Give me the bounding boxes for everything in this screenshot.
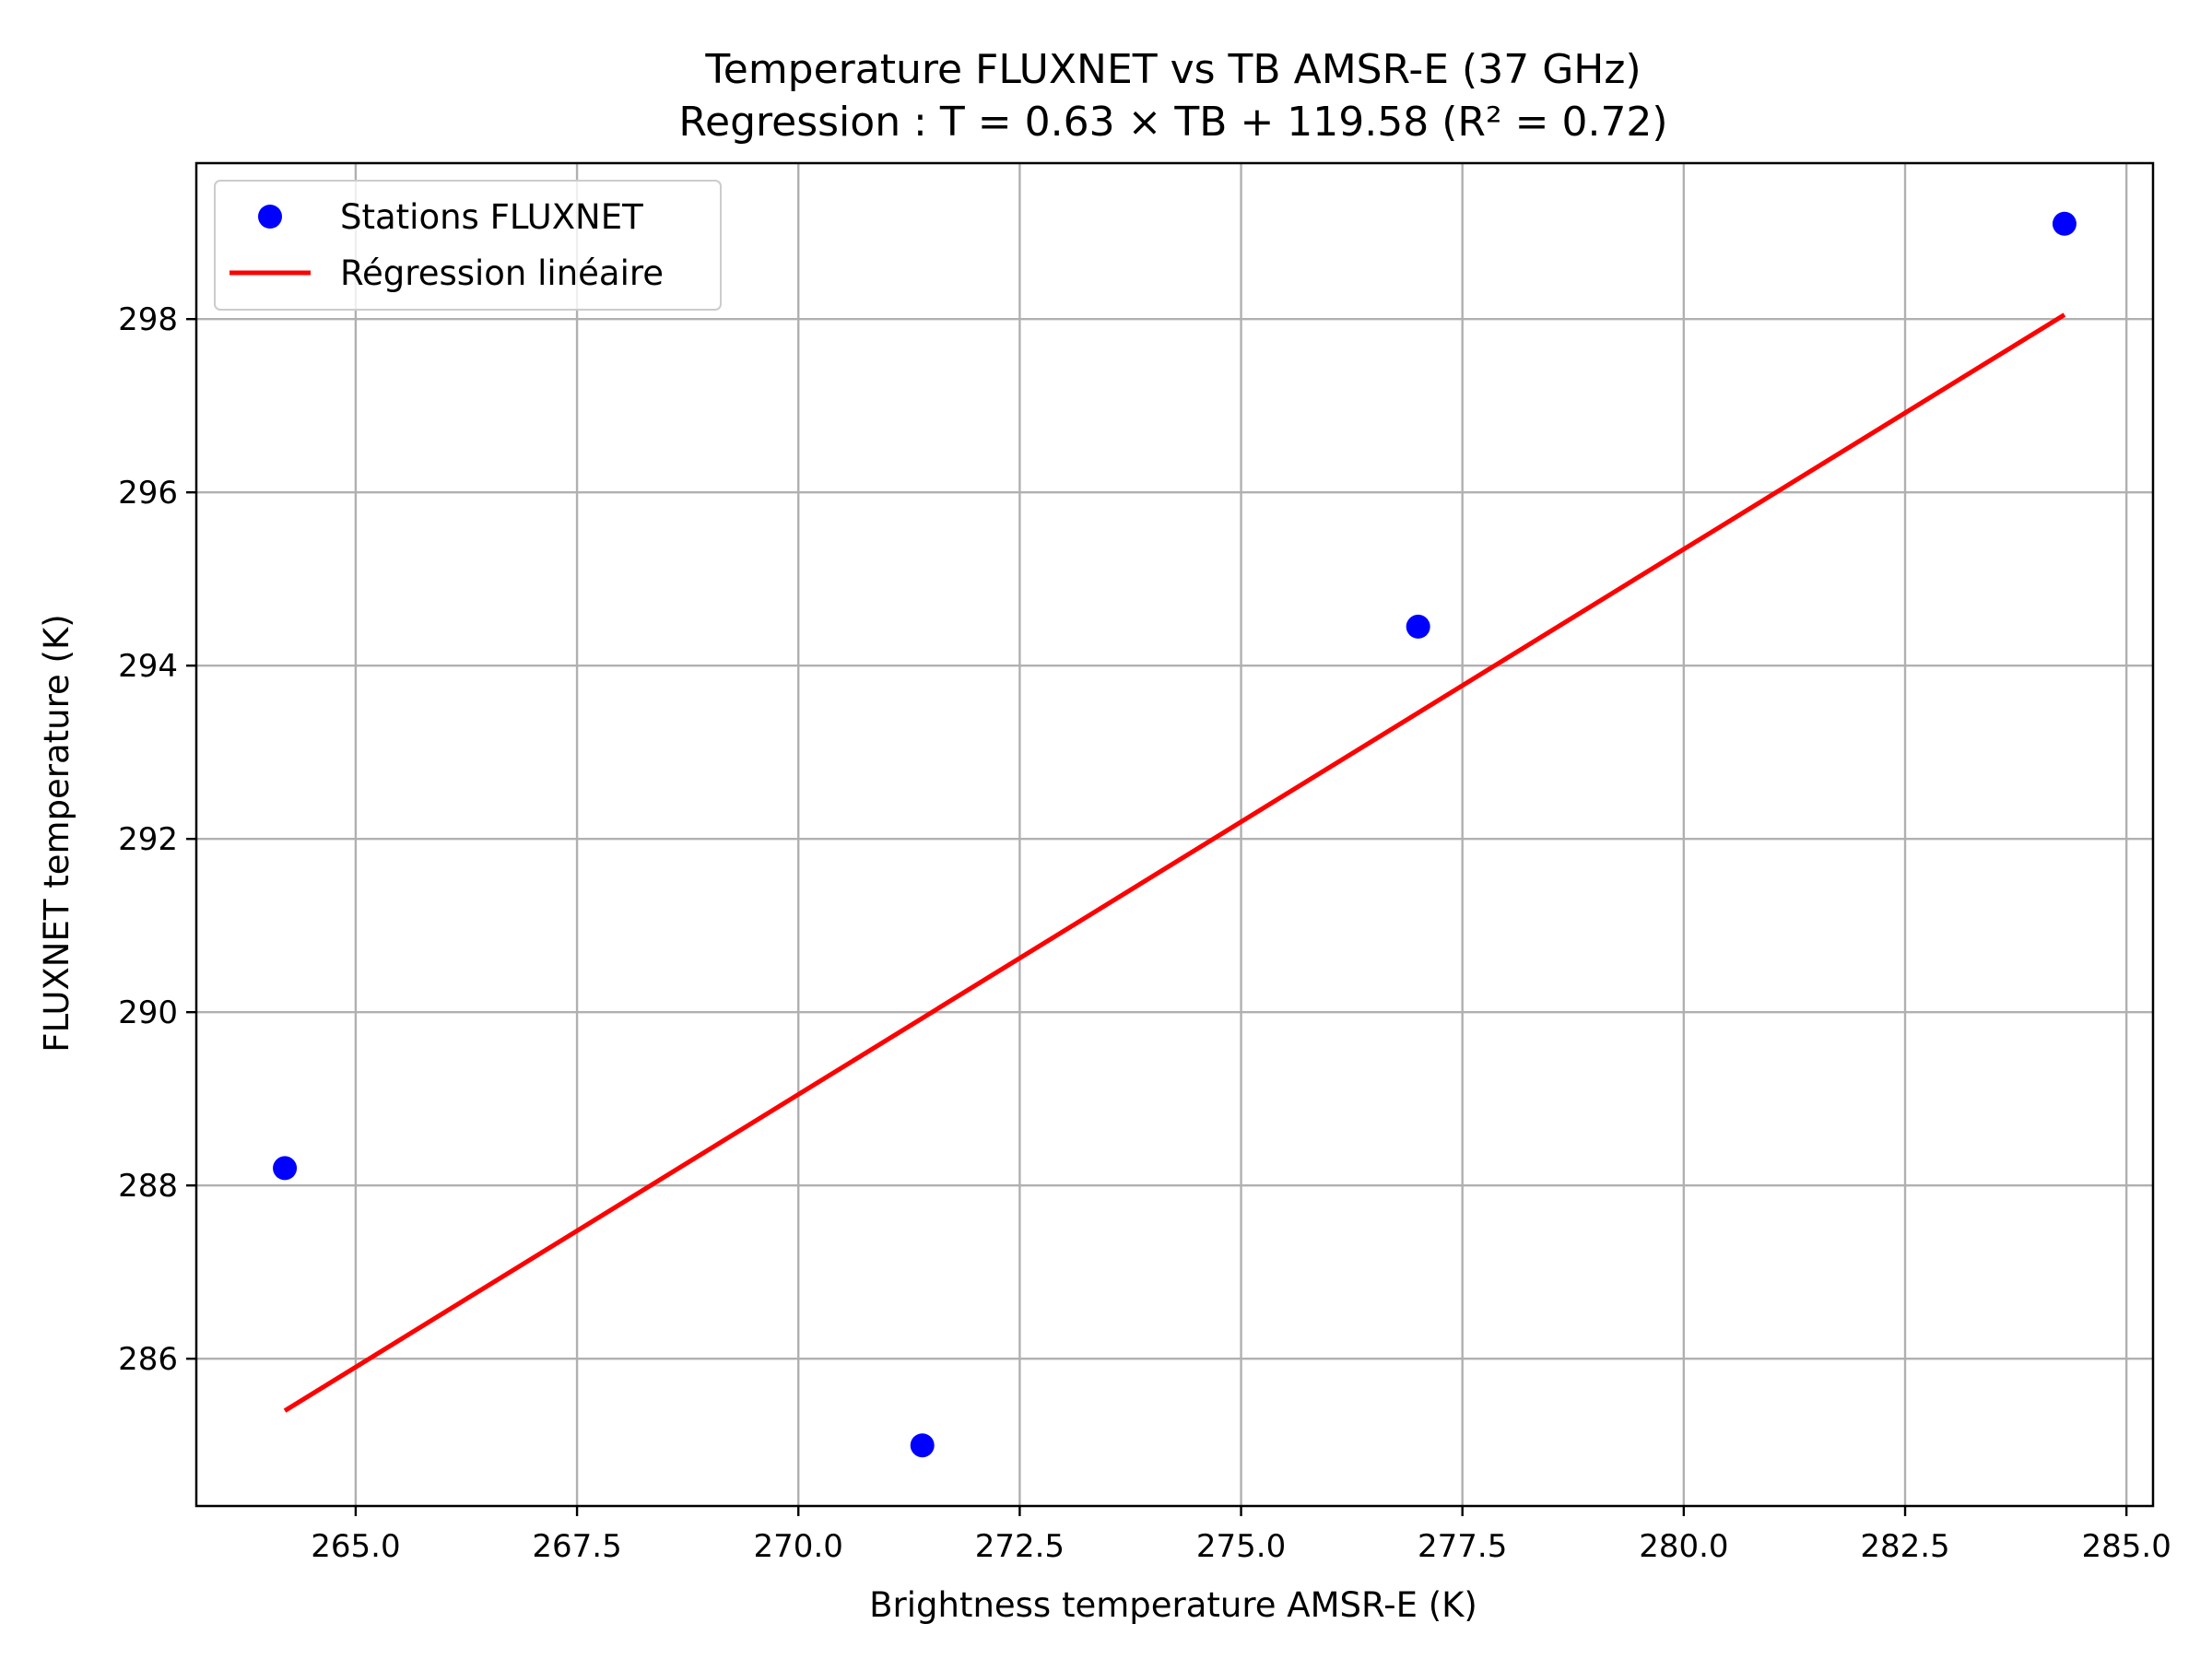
plot-area-frame	[194, 161, 2155, 1508]
x-axis-ticks: 265.0 267.5 270.0 272.5 275.0 277.5 280.0 282.5…	[311, 1506, 2171, 1565]
x-tick-label: 280.0	[1639, 1528, 1728, 1565]
x-axis-label: Brightness temperature AMSR-E (K)	[869, 1585, 1477, 1625]
legend-scatter-marker	[258, 205, 282, 229]
station-point	[1406, 614, 1430, 639]
x-tick-label: 265.0	[311, 1528, 400, 1565]
regression-line	[283, 312, 2066, 1413]
x-tick-label: 277.5	[1418, 1528, 1507, 1565]
station-point	[910, 1433, 935, 1458]
y-tick-label: 292	[118, 821, 178, 858]
chart-subtitle: Regression : T = 0.63 × TB + 119.58 (R² …	[678, 99, 1667, 146]
y-tick-label: 290	[118, 994, 178, 1031]
x-tick-label: 285.0	[2082, 1528, 2171, 1565]
y-tick-label: 298	[118, 301, 178, 338]
station-point	[2052, 211, 2077, 236]
x-tick-label: 270.0	[754, 1528, 843, 1565]
grid	[196, 163, 2153, 1506]
station-point	[273, 1156, 298, 1181]
y-tick-label: 286	[118, 1341, 178, 1378]
y-axis-label: FLUXNET temperature (K)	[37, 614, 76, 1052]
chart-title: Temperature FLUXNET vs TB AMSR-E (37 GHz…	[704, 46, 1641, 93]
y-tick-label: 288	[118, 1168, 178, 1205]
x-tick-label: 267.5	[532, 1528, 621, 1565]
legend-label-regression: Régression linéaire	[340, 253, 664, 293]
x-tick-label: 275.0	[1196, 1528, 1286, 1565]
y-tick-label: 294	[118, 648, 178, 685]
y-axis-ticks: 286 288 290 292 294 296 298	[118, 301, 196, 1378]
legend-box	[214, 180, 722, 311]
x-tick-label: 272.5	[975, 1528, 1065, 1565]
y-tick-label: 296	[118, 475, 178, 512]
regression-series	[283, 312, 2066, 1413]
legend-label-stations: Stations FLUXNET	[340, 197, 643, 237]
legend: Stations FLUXNET Régression linéaire	[214, 180, 722, 311]
stations-series	[273, 211, 2077, 1458]
x-tick-label: 282.5	[1860, 1528, 1949, 1565]
